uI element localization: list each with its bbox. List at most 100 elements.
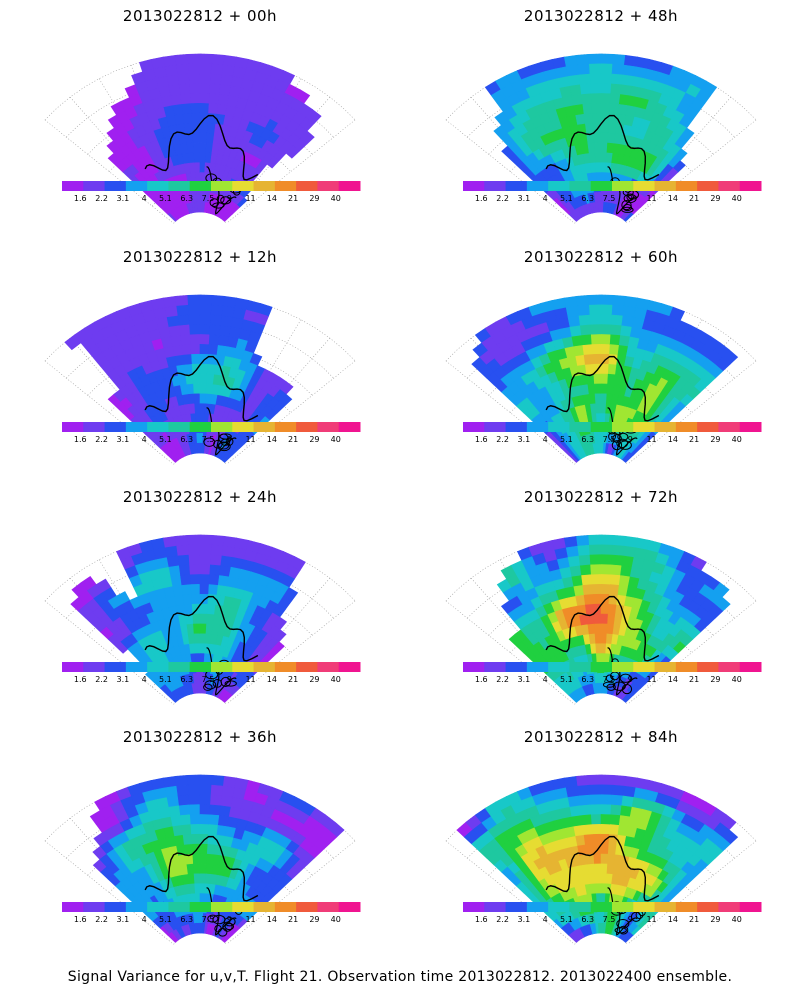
variance-cell xyxy=(196,201,201,213)
variance-cell xyxy=(612,294,626,307)
island-outline xyxy=(619,673,632,683)
colorbar-label: 4 xyxy=(543,675,548,684)
colorbar-swatch xyxy=(697,902,719,912)
variance-cell xyxy=(196,912,201,924)
variance-cell xyxy=(565,305,580,318)
variance-cell xyxy=(208,814,220,826)
variance-cell xyxy=(164,305,179,318)
variance-cell xyxy=(199,304,212,316)
variance-cell xyxy=(199,294,213,306)
colorbar-label: 6.3 xyxy=(581,675,594,684)
variance-cell xyxy=(579,324,592,336)
variance-cell xyxy=(168,325,181,338)
variance-cell xyxy=(565,64,580,77)
colorbar-swatch xyxy=(484,662,507,672)
colorbar-swatch xyxy=(253,422,276,432)
variance-cell xyxy=(176,544,190,557)
colorbar-swatch xyxy=(612,422,634,432)
map-area xyxy=(445,53,757,224)
variance-cell xyxy=(583,354,594,366)
variance-cell xyxy=(609,824,620,836)
colorbar-label: 40 xyxy=(331,435,341,444)
colorbar-swatch xyxy=(168,181,191,191)
variance-cell xyxy=(172,585,184,597)
colorbar-label: 1.6 xyxy=(74,435,87,444)
variance-cell xyxy=(199,853,208,865)
island-outline xyxy=(630,911,642,922)
variance-cell xyxy=(208,344,219,356)
variance-cell xyxy=(199,142,207,154)
variance-cell xyxy=(211,53,225,66)
colorbar-label: 11 xyxy=(646,435,656,444)
colorbar-label: 3.1 xyxy=(116,675,129,684)
variance-cell xyxy=(192,853,201,865)
colorbar-label: 21 xyxy=(288,194,298,203)
variance-cell xyxy=(597,191,602,203)
map-panel-12h: 1.6 2.2 3.1 4 5.1 6.3 7.5 9 11 14 21 29 40 xyxy=(44,294,361,465)
variance-cell xyxy=(180,574,192,586)
variance-cell xyxy=(208,103,219,115)
colorbar-label: 11 xyxy=(245,915,255,924)
colorbar-swatch xyxy=(338,662,361,672)
colorbar-label: 9 xyxy=(628,435,633,444)
variance-cell xyxy=(199,544,212,556)
island-outline xyxy=(614,927,627,934)
variance-cell xyxy=(591,584,602,595)
variance-cell xyxy=(222,295,238,309)
variance-cell xyxy=(210,784,224,797)
variance-cell xyxy=(177,554,190,567)
colorbar-swatch xyxy=(104,422,127,432)
colorbar-label: 3.1 xyxy=(116,435,129,444)
variance-cell xyxy=(186,863,195,875)
colorbar-swatch xyxy=(505,181,528,191)
variance-cell xyxy=(585,844,595,856)
variance-cell xyxy=(587,863,596,875)
variance-cell xyxy=(588,393,597,405)
variance-cell xyxy=(581,334,593,346)
colorbar-swatch xyxy=(83,902,106,912)
variance-cell xyxy=(210,794,223,807)
variance-cell xyxy=(585,123,595,135)
colorbar-label: 6.3 xyxy=(581,194,594,203)
colorbar-label: 4 xyxy=(543,435,548,444)
island-outline xyxy=(218,433,229,444)
variance-cell xyxy=(600,774,614,786)
coastline xyxy=(144,595,259,662)
colorbar-swatch xyxy=(569,422,592,432)
variance-cell xyxy=(199,324,211,336)
colorbar-swatch xyxy=(697,662,719,672)
colorbar-label: 7.5 xyxy=(202,675,215,684)
variance-cell xyxy=(176,784,190,797)
colorbar-label: 21 xyxy=(288,915,298,924)
graticule-meridian xyxy=(627,840,757,945)
variance-cell xyxy=(588,774,602,786)
variance-cell xyxy=(585,604,595,616)
colorbar-label: 21 xyxy=(689,675,699,684)
variance-cell xyxy=(594,623,602,635)
variance-cell xyxy=(587,142,596,154)
variance-cell xyxy=(196,432,201,444)
variance-cell xyxy=(575,594,586,607)
colorbar-label: 11 xyxy=(245,435,255,444)
variance-cell xyxy=(600,544,613,556)
variance-cell xyxy=(600,63,613,75)
colorbar-label: 1.6 xyxy=(475,675,488,684)
variance-cell xyxy=(600,294,614,306)
island-outline xyxy=(225,437,234,446)
variance-cell xyxy=(184,123,194,135)
colorbar-swatch xyxy=(526,662,549,672)
variance-cell xyxy=(174,354,185,367)
variance-cell xyxy=(600,142,608,154)
colorbar-swatch xyxy=(612,181,634,191)
colorbar-swatch xyxy=(612,902,634,912)
variance-cell xyxy=(196,922,201,934)
variance-cell xyxy=(208,574,220,586)
variance-cell xyxy=(162,775,178,789)
variance-cell xyxy=(221,545,236,558)
variance-cell xyxy=(188,784,201,796)
variance-cell xyxy=(199,613,208,625)
variance-cell xyxy=(191,833,201,845)
variance-cell xyxy=(609,334,621,346)
map-area xyxy=(445,774,757,945)
